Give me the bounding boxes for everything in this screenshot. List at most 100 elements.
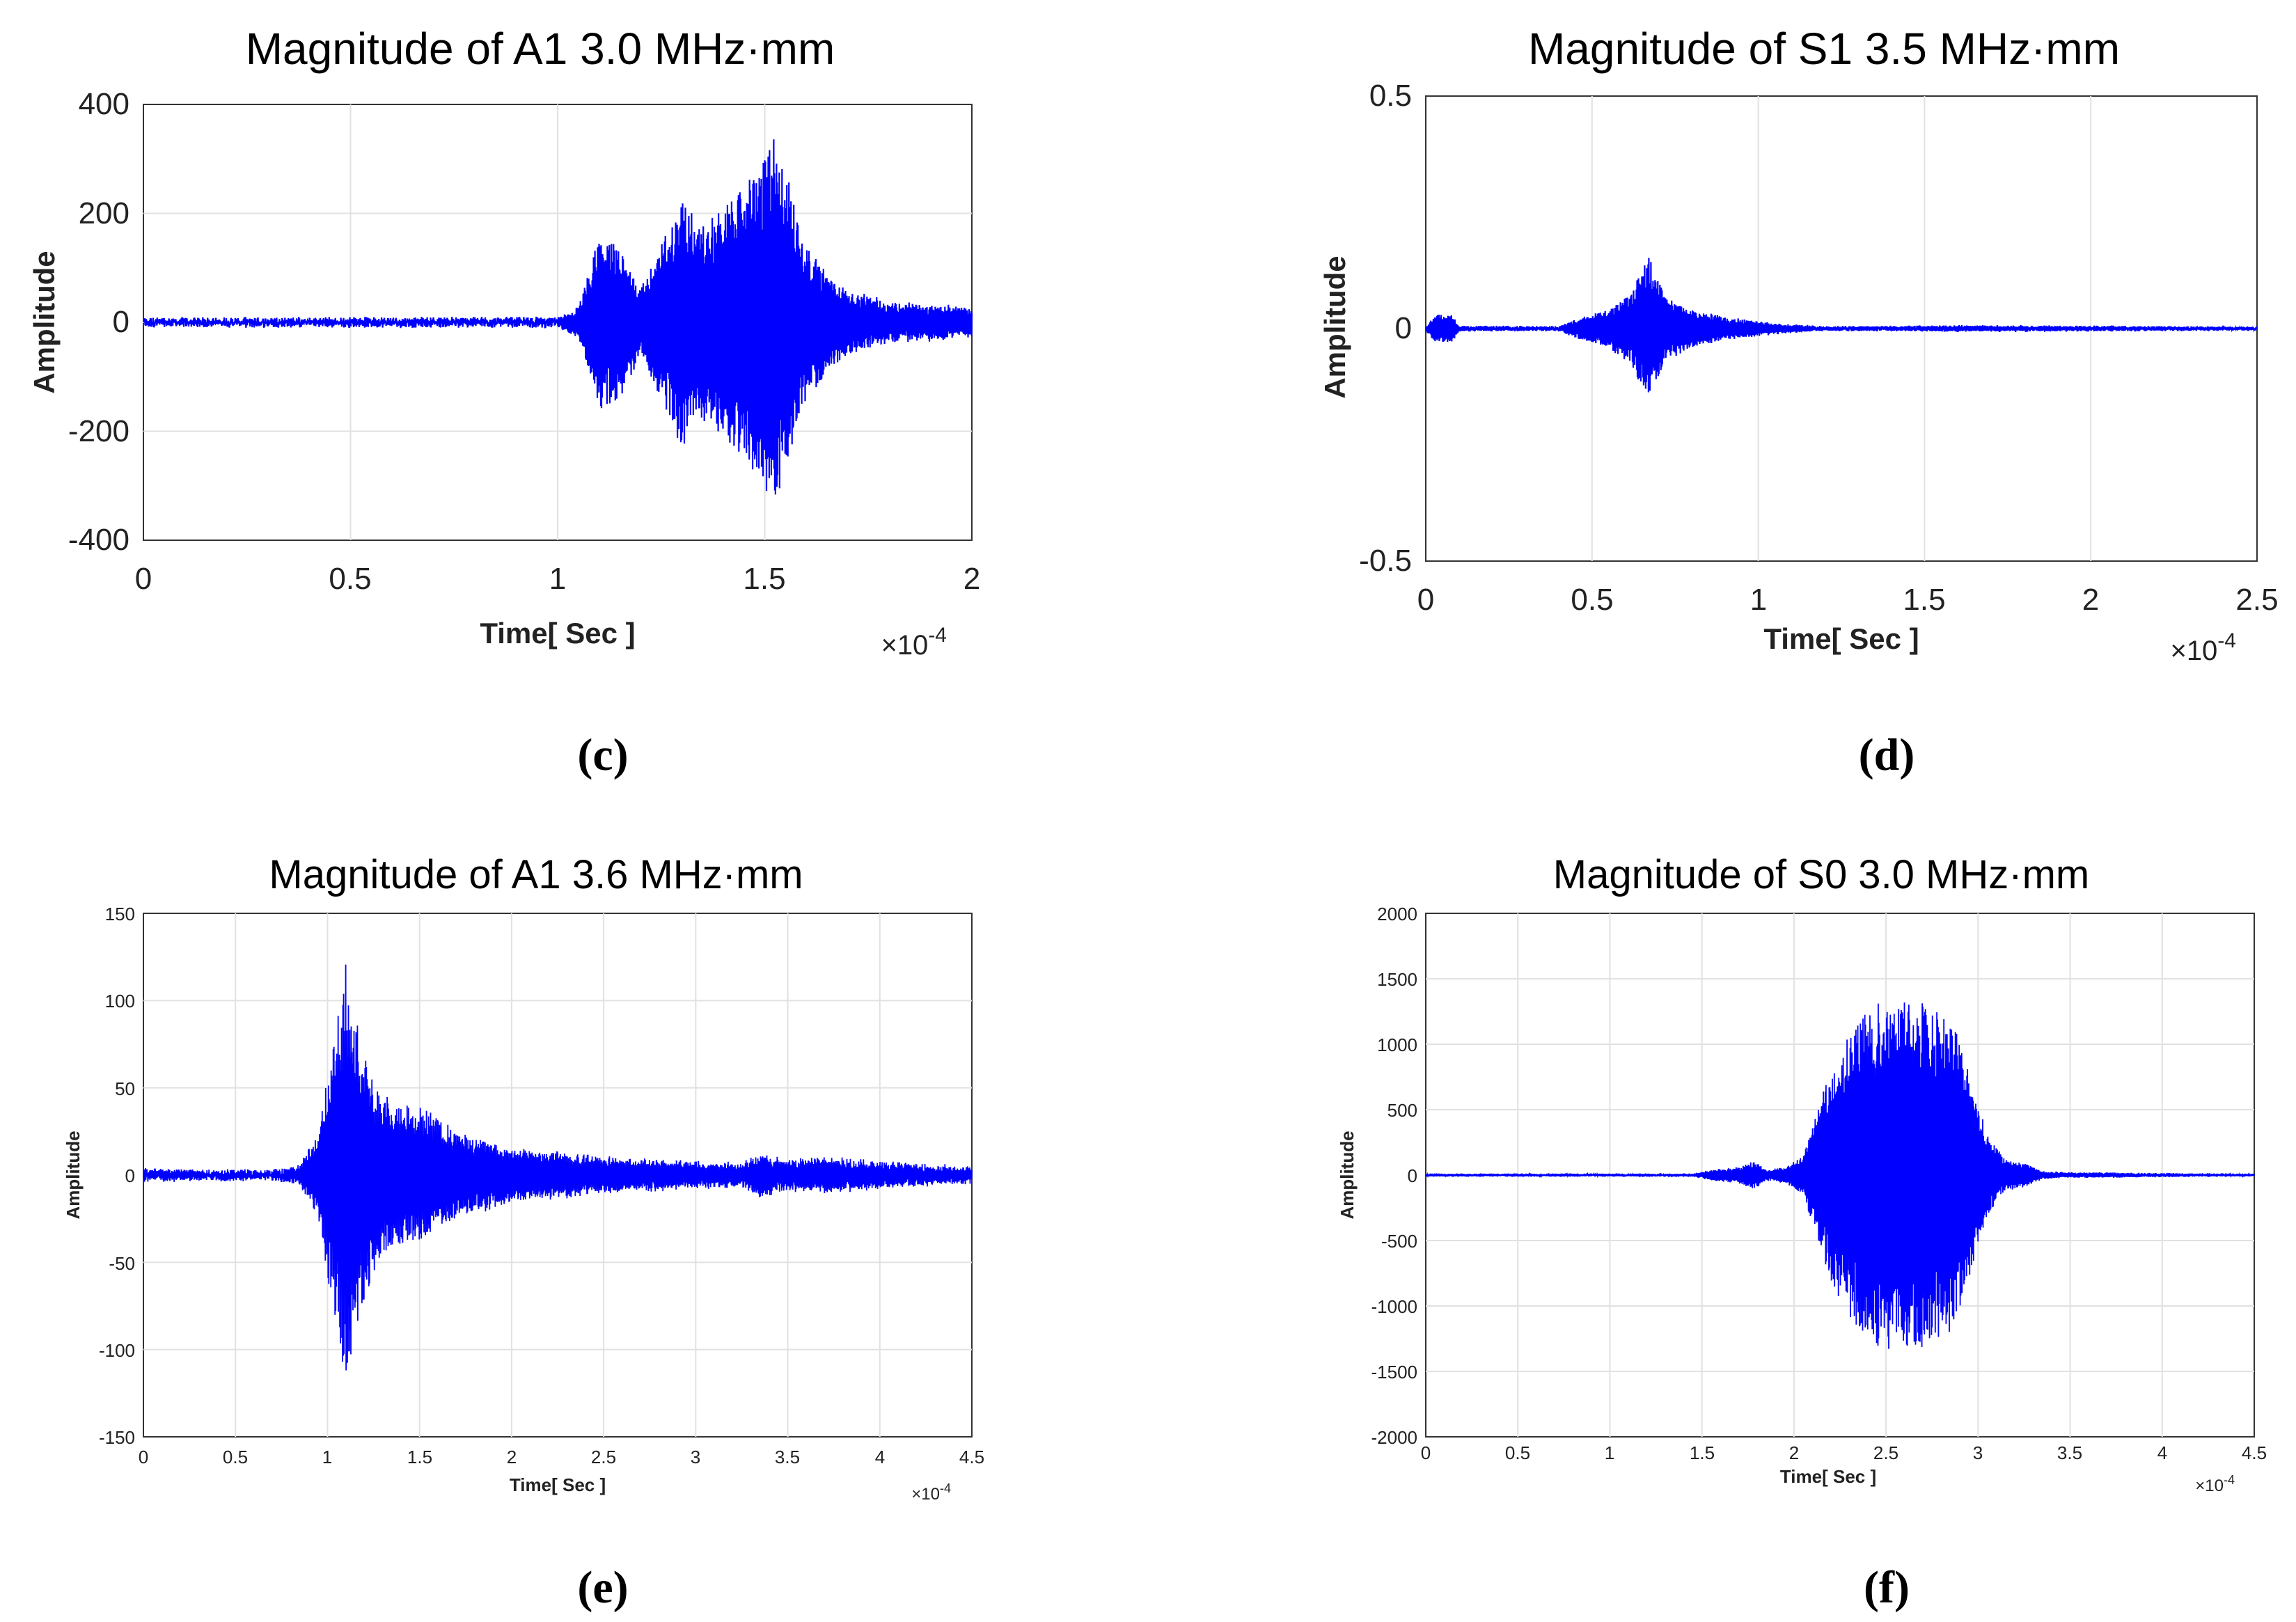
x-tick-label: 2.5 [1873, 1442, 1898, 1463]
x-tick-label: 1.5 [407, 1447, 432, 1467]
y-tick-label: 2000 [1377, 904, 1417, 924]
x-axis-exponent: ×10-4 [2195, 1473, 2235, 1495]
x-tick-label: 4 [875, 1447, 885, 1467]
x-tick-label: 1 [549, 562, 566, 596]
exponent-power: -4 [940, 1481, 951, 1495]
x-tick-label: 2 [507, 1447, 517, 1467]
x-tick-label: 0 [1421, 1442, 1431, 1463]
y-tick-label: 1500 [1377, 969, 1417, 990]
x-axis-label: Time[ Sec ] [1780, 1466, 1876, 1487]
y-tick-label: 0 [1408, 1165, 1417, 1186]
y-tick-label: 150 [105, 904, 135, 924]
panel-label: (e) [577, 1562, 628, 1613]
panel-label: (d) [1859, 730, 1915, 780]
x-tick-label: 4 [2157, 1442, 2167, 1463]
x-tick-label: 0 [139, 1447, 148, 1467]
y-tick-label: -500 [1381, 1231, 1417, 1252]
x-tick-label: 0.5 [223, 1447, 248, 1467]
x-tick-label: 1.5 [1690, 1442, 1715, 1463]
y-axis-label: Amplitude [1319, 255, 1351, 398]
y-tick-label: -150 [99, 1427, 135, 1448]
x-tick-label: 1.5 [1903, 583, 1945, 617]
y-tick-label: 100 [105, 991, 135, 1011]
x-tick-label: 3.5 [775, 1447, 800, 1467]
panel-label: (c) [577, 730, 628, 780]
exponent-power: -4 [928, 624, 947, 647]
exponent-power: -4 [2217, 629, 2236, 652]
x-tick-label: 4.5 [2242, 1442, 2267, 1463]
x-tick-label: 3 [1973, 1442, 1983, 1463]
y-tick-label: 200 [79, 196, 129, 230]
x-tick-label: 0 [1417, 583, 1434, 617]
x-axis-label: Time[ Sec ] [1763, 622, 1919, 655]
y-tick-label: -400 [68, 523, 129, 557]
exponent-base: ×10 [2170, 636, 2217, 666]
signal-line [1424, 258, 2258, 393]
y-axis-label: Amplitude [28, 251, 61, 393]
x-tick-label: 1 [1605, 1442, 1614, 1463]
y-tick-labels: -2000 -1500 -1000 -500 0 500 1000 1500 2… [1371, 904, 1418, 1448]
x-tick-label: 0.5 [1571, 583, 1613, 617]
y-tick-label: -100 [99, 1340, 135, 1361]
x-tick-label: 2 [2082, 583, 2099, 617]
x-tick-label: 2 [1789, 1442, 1799, 1463]
y-tick-label: -0.5 [1359, 544, 1412, 578]
panel-e: Magnitude of A1 3.6 MHz·mm -150 -100 -50… [63, 852, 984, 1613]
x-tick-labels: 0 0.5 1 1.5 2 2.5 3 3.5 4 4.5 [139, 1447, 984, 1467]
y-tick-label: 1000 [1377, 1034, 1417, 1055]
y-tick-label: -1000 [1371, 1296, 1418, 1317]
x-tick-label: 2 [964, 562, 980, 596]
x-tick-label: 4.5 [959, 1447, 984, 1467]
y-tick-label: 0.5 [1369, 79, 1412, 113]
panel-label: (f) [1864, 1562, 1910, 1613]
x-tick-labels: 0 0.5 1 1.5 2 2.5 [1417, 583, 2279, 617]
y-axis-label: Amplitude [63, 1131, 84, 1219]
x-tick-label: 1 [1750, 583, 1767, 617]
y-tick-label: 0 [125, 1165, 135, 1186]
panel-f: Magnitude of S0 3.0 MHz·mm -2000 -1500 -… [1337, 852, 2267, 1613]
exponent-power: -4 [2224, 1473, 2235, 1487]
x-tick-label: 0.5 [1505, 1442, 1530, 1463]
x-tick-label: 2.5 [2235, 583, 2278, 617]
y-axis-label: Amplitude [1337, 1131, 1358, 1219]
y-tick-label: 0 [113, 305, 129, 339]
y-tick-label: -200 [68, 414, 129, 448]
x-tick-labels: 0 0.5 1 1.5 2 2.5 3 3.5 4 4.5 [1421, 1442, 2267, 1463]
chart-title: Magnitude of S0 3.0 MHz·mm [1553, 852, 2089, 897]
y-tick-label: -1500 [1371, 1362, 1418, 1383]
y-tick-labels: -400 -200 0 200 400 [68, 87, 129, 557]
y-tick-label: -50 [109, 1253, 135, 1274]
y-tick-label: -2000 [1371, 1427, 1418, 1448]
x-axis-exponent: ×10-4 [2170, 629, 2236, 666]
x-tick-label: 0.5 [329, 562, 371, 596]
y-tick-label: 500 [1387, 1100, 1417, 1121]
x-axis-exponent: ×10-4 [911, 1481, 951, 1504]
signal-line [143, 964, 973, 1371]
x-tick-label: 1.5 [743, 562, 785, 596]
signal-line [1425, 1002, 2255, 1349]
x-tick-labels: 0 0.5 1 1.5 2 [135, 562, 980, 596]
x-tick-label: 1 [322, 1447, 332, 1467]
x-tick-label: 2.5 [591, 1447, 616, 1467]
chart-title: Magnitude of A1 3.6 MHz·mm [269, 852, 803, 897]
y-tick-labels: -150 -100 -50 0 50 100 150 [99, 904, 135, 1448]
x-tick-label: 3.5 [2057, 1442, 2082, 1463]
exponent-base: ×10 [911, 1485, 940, 1504]
x-axis-exponent: ×10-4 [881, 624, 947, 661]
x-tick-label: 3 [691, 1447, 700, 1467]
exponent-base: ×10 [2195, 1477, 2224, 1495]
panel-c: Magnitude of A1 3.0 MHz·mm -400 -200 0 2… [28, 24, 980, 780]
y-tick-label: 0 [1395, 311, 1412, 345]
x-axis-label: Time[ Sec ] [480, 617, 635, 649]
chart-title: Magnitude of S1 3.5 MHz·mm [1528, 24, 2120, 74]
signal-line [142, 139, 973, 495]
exponent-base: ×10 [881, 630, 928, 661]
y-tick-label: 50 [115, 1078, 135, 1099]
x-tick-label: 0 [135, 562, 152, 596]
y-tick-labels: -0.5 0 0.5 [1359, 79, 1412, 578]
y-tick-label: 400 [79, 87, 129, 121]
chart-title: Magnitude of A1 3.0 MHz·mm [246, 24, 835, 74]
x-axis-label: Time[ Sec ] [510, 1474, 606, 1495]
panel-d: Magnitude of S1 3.5 MHz·mm -0.5 0 0.5 0 … [1319, 24, 2279, 780]
